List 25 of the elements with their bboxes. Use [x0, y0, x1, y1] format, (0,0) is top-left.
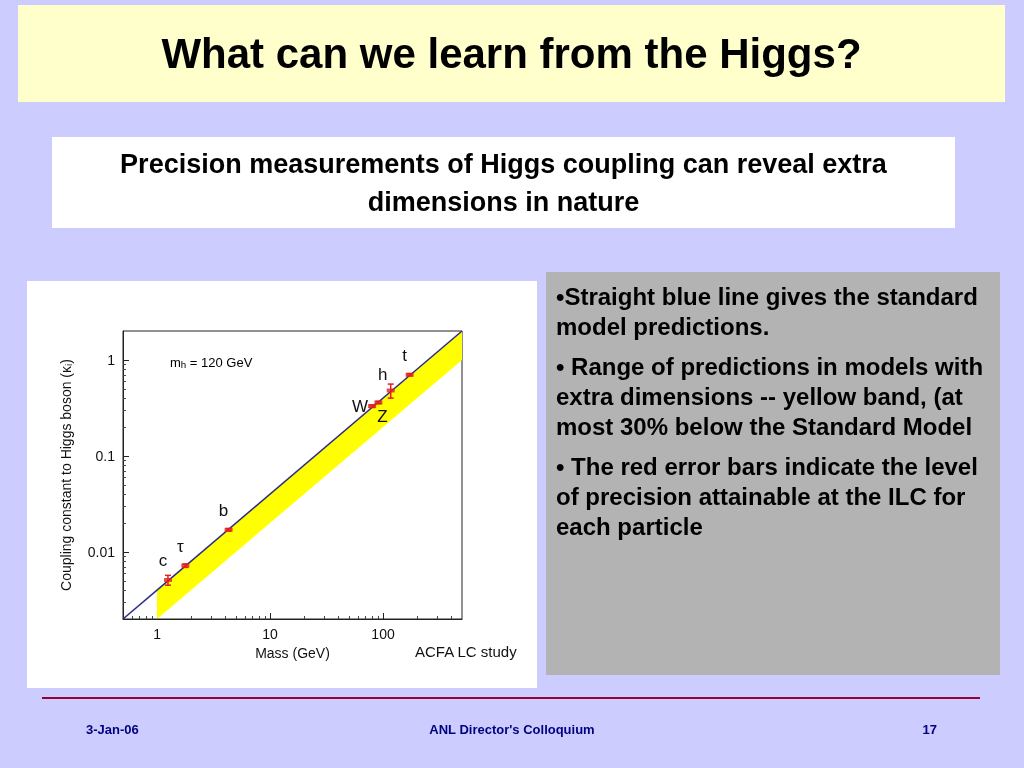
text: ANL Director's Colloquium	[428, 722, 596, 739]
annotation: h	[377, 365, 388, 384]
chart-subtitle: Precision measurements of Higgs coupling can reveal extra dimensions in nature	[52, 137, 955, 228]
annotation: t	[402, 346, 408, 366]
x-axis-title: Mass (GeV)	[255, 644, 330, 661]
y-tick-label: 1	[107, 351, 116, 368]
text: • Range of predictions in models with extra dimensions -- yellow band, (at most 30% below the Standard Model	[556, 352, 985, 442]
text: 17	[921, 722, 937, 739]
x-tick-label: 10	[262, 626, 279, 642]
annotation: W	[352, 396, 369, 416]
y-tick-label: 0.01	[87, 543, 116, 560]
y-tick-label: 0.1	[95, 447, 116, 464]
text: ACFA LC study	[415, 643, 518, 660]
annotation: b	[218, 501, 229, 521]
annotation: mh = 120 GeV	[170, 355, 253, 371]
annotation: Z	[377, 406, 388, 426]
x-tick-label: 100	[371, 626, 395, 642]
annotation: c	[158, 551, 168, 571]
text: •Straight blue line gives the standard model predictions.	[556, 282, 979, 342]
annotation: τ	[176, 537, 184, 557]
y-axis-title: Coupling constant to Higgs boson (κᵢ)	[58, 359, 74, 591]
x-tick-label: 1	[153, 626, 162, 642]
text: 3-Jan-06	[86, 722, 140, 739]
chart-title: What can we learn from the Higgs?	[18, 5, 1005, 102]
text: • The red error bars indicate the level of precision attainable at the ILC for each particle	[556, 452, 979, 542]
